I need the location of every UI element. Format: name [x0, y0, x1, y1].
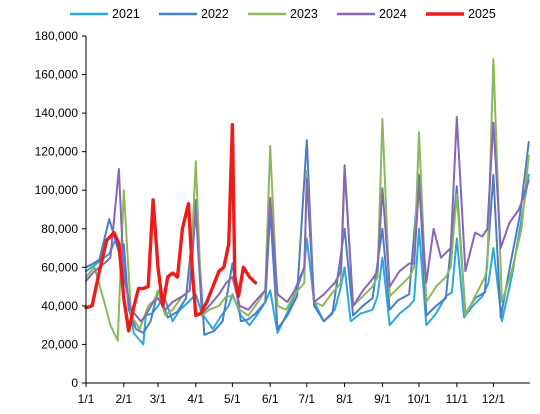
y-tick-label: 140,000 — [35, 106, 79, 120]
x-tick-label: 8/1 — [336, 392, 353, 406]
y-ticks: 0 20,000 40,000 60,000 80,000 100,000 120,000 1… — [35, 29, 86, 390]
x-ticks: 1/1 2/1 3/1 4/1 5/1 6/1 7/1 8/1 9/1 10/1 11/1 12/1 — [78, 383, 506, 406]
y-tick-label: 80,000 — [41, 222, 78, 236]
legend: 2021 2022 2023 2024 2025 — [70, 7, 496, 21]
series-line-2025 — [84, 122, 258, 333]
y-tick-label: 180,000 — [35, 29, 79, 43]
y-tick-label: 160,000 — [35, 68, 79, 82]
x-tick-label: 11/1 — [446, 392, 469, 406]
x-tick-label: 4/1 — [187, 392, 204, 406]
series-layer — [84, 58, 530, 346]
y-tick-label: 120,000 — [35, 145, 79, 159]
y-tick-label: 0 — [71, 376, 78, 390]
x-tick-label: 1/1 — [78, 392, 95, 406]
x-tick-label: 2/1 — [115, 392, 132, 406]
y-tick-label: 20,000 — [41, 337, 78, 351]
x-tick-label: 12/1 — [482, 392, 506, 406]
x-tick-label: 7/1 — [298, 392, 315, 406]
series-line-2024 — [85, 116, 530, 323]
legend-label-2023: 2023 — [290, 7, 318, 21]
y-tick-label: 40,000 — [41, 299, 78, 313]
x-tick-label: 9/1 — [374, 392, 391, 406]
axes — [85, 36, 530, 384]
x-tick-label: 5/1 — [224, 392, 241, 406]
legend-label-2021: 2021 — [112, 7, 140, 21]
legend-label-2022: 2022 — [201, 7, 229, 21]
x-tick-label: 6/1 — [262, 392, 279, 406]
x-tick-label: 10/1 — [407, 392, 431, 406]
x-tick-label: 3/1 — [150, 392, 167, 406]
y-tick-label: 60,000 — [41, 260, 78, 274]
y-tick-label: 100,000 — [35, 183, 79, 197]
legend-label-2024: 2024 — [379, 7, 407, 21]
legend-label-2025: 2025 — [468, 7, 496, 21]
